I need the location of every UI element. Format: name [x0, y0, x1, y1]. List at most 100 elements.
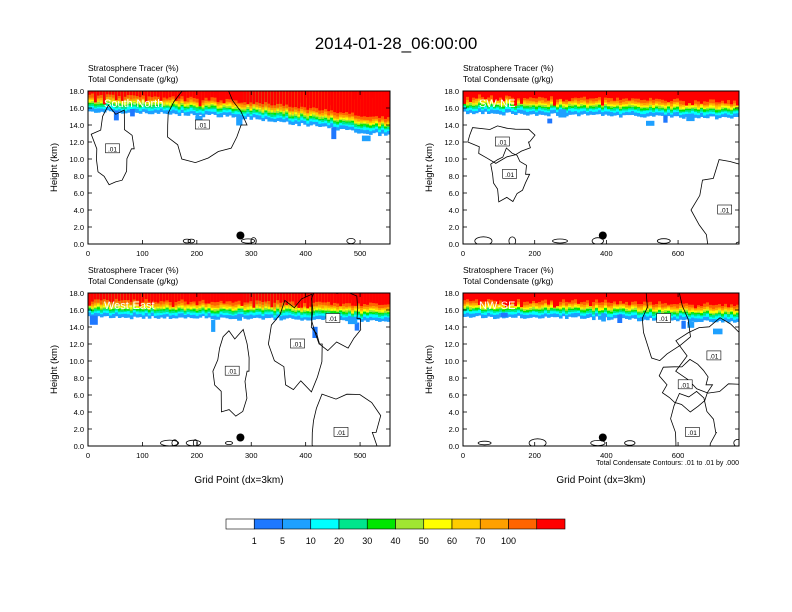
- tracer-band: [99, 293, 104, 301]
- panels: South-North .01 .01 0.0 2.0 4.0 6.0 8.0 10.0 12.0…: [49, 63, 740, 486]
- tracer-patch: [236, 116, 243, 126]
- tracer-band: [556, 91, 560, 100]
- tracer-band: [312, 293, 316, 303]
- tracer-band: [646, 293, 650, 303]
- contour-line: [591, 237, 604, 244]
- colorbar-swatch: [253, 518, 283, 530]
- tracer-band: [327, 91, 331, 112]
- y-tick-label: 10.0: [69, 357, 84, 366]
- plot-frame: [462, 90, 740, 245]
- condensate-contours: [90, 91, 356, 244]
- tracer-spike: [306, 293, 310, 309]
- tracer-spike: [198, 293, 203, 302]
- tracer-spike: [697, 91, 701, 99]
- tracer-band: [640, 91, 644, 101]
- tracer-band: [315, 91, 319, 109]
- tracer-spike: [601, 91, 605, 106]
- tracer-spike: [93, 91, 98, 103]
- tracer-band: [610, 91, 614, 99]
- tracer-spike: [517, 91, 521, 99]
- tracer-band: [574, 91, 578, 98]
- tracer-spike: [685, 91, 689, 106]
- y-tick-label: 14.0: [69, 121, 84, 130]
- tracer-band: [360, 293, 364, 306]
- tracer-patch: [237, 314, 242, 321]
- tracer-band: [333, 293, 337, 303]
- tracer-band: [357, 91, 361, 116]
- tracer-spike: [514, 91, 518, 106]
- x-tick-label: 0: [86, 249, 90, 258]
- panel-label: West-East: [104, 300, 155, 312]
- y-tick-label: 4.0: [74, 408, 84, 417]
- tracer-band: [712, 91, 716, 100]
- y-tick-label: 6.0: [449, 189, 459, 198]
- tracer-band: [658, 91, 662, 100]
- y-tick-label: 4.0: [74, 206, 84, 215]
- contour-label-box: [195, 119, 210, 130]
- tracer-band: [664, 293, 668, 304]
- tracer-band: [348, 91, 352, 114]
- tracer-band: [147, 293, 152, 302]
- tracer-spike: [207, 293, 212, 304]
- tracer-spike: [264, 91, 269, 99]
- tracer-spike: [111, 293, 116, 303]
- tracer-spike: [195, 293, 200, 305]
- tracer-band: [192, 91, 197, 99]
- tracer-band: [90, 293, 95, 302]
- tracer-patch: [687, 322, 695, 328]
- tracer-spike: [556, 293, 560, 307]
- tracer-band: [180, 91, 185, 97]
- x-tick-label: 300: [245, 249, 258, 258]
- contour-line: [187, 238, 195, 244]
- contour-line: [528, 438, 547, 446]
- tracer-spike: [309, 293, 313, 307]
- y-tick-label: 12.0: [444, 340, 459, 349]
- y-tick-label: 18.0: [69, 289, 84, 298]
- colorbar-label: 40: [390, 536, 400, 546]
- tracer-band: [339, 91, 343, 113]
- y-tick-label: 2.0: [74, 223, 84, 232]
- contour-line: [552, 238, 568, 244]
- tracer-band: [201, 91, 206, 101]
- tracer-band: [102, 293, 107, 300]
- tracer-spike: [309, 91, 313, 106]
- tracer-band: [559, 293, 563, 302]
- tracer-band: [604, 293, 608, 300]
- x-tick-label: 400: [299, 249, 312, 258]
- colorbar-swatch: [282, 518, 312, 530]
- tracer-spike: [144, 91, 149, 103]
- location-marker: [236, 231, 245, 240]
- figure-title: 2014-01-28_06:00:00: [315, 34, 478, 53]
- tracer-band: [505, 91, 509, 96]
- colorbar-label: 70: [475, 536, 485, 546]
- contour-line: [733, 439, 739, 446]
- plot-frame: [87, 292, 391, 447]
- tracer-band: [490, 293, 494, 300]
- tracer-band: [210, 91, 215, 98]
- tracer-band: [240, 91, 245, 103]
- tracer-spike: [475, 91, 479, 99]
- y-tick-label: 18.0: [69, 87, 84, 96]
- panel-top-label: Total Condensate (g/kg): [463, 276, 553, 286]
- tracer-spike: [535, 91, 539, 99]
- contour-line: [675, 317, 739, 394]
- tracer-spike: [270, 91, 274, 106]
- tracer-band: [697, 293, 701, 306]
- location-marker: [598, 433, 607, 442]
- tracer-spike: [237, 91, 242, 103]
- tracer-band: [171, 91, 176, 97]
- tracer-band: [463, 293, 467, 301]
- tracer-band: [664, 91, 668, 101]
- y-tick-label: 16.0: [69, 104, 84, 113]
- tracer-spike: [339, 293, 343, 307]
- tracer-band: [721, 91, 725, 101]
- tracer-band: [111, 91, 116, 95]
- contour-label-box: [685, 427, 700, 437]
- tracer-patch: [354, 322, 360, 331]
- tracer-band: [183, 293, 188, 302]
- tracer-band: [565, 91, 569, 100]
- contour-line: [624, 440, 636, 446]
- tracer-spike: [622, 293, 626, 304]
- plot-frame: [462, 292, 740, 447]
- tracer-band: [129, 293, 134, 302]
